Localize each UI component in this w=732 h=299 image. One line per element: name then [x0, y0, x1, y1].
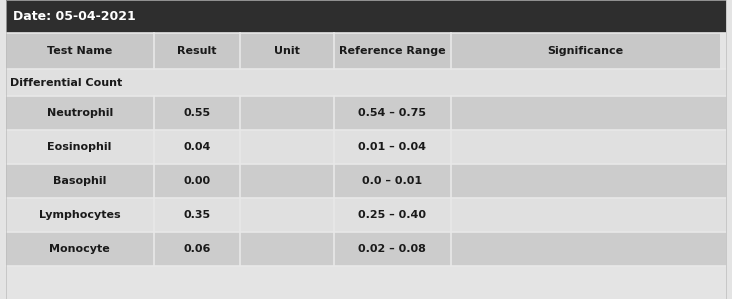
Text: Differential Count: Differential Count [10, 77, 122, 88]
Bar [6, 164, 726, 198]
Bar [6, 0, 726, 33]
Bar [451, 33, 720, 69]
Bar [154, 33, 240, 69]
Bar [6, 96, 726, 130]
Text: Unit: Unit [274, 46, 299, 56]
Text: 0.02 – 0.08: 0.02 – 0.08 [359, 244, 426, 254]
Text: 0.04: 0.04 [183, 142, 210, 152]
Bar [6, 69, 726, 96]
Text: 0.01 – 0.04: 0.01 – 0.04 [358, 142, 426, 152]
Text: 0.54 – 0.75: 0.54 – 0.75 [358, 108, 426, 118]
Text: Result: Result [177, 46, 217, 56]
Text: Monocyte: Monocyte [49, 244, 110, 254]
Text: 0.35: 0.35 [183, 210, 210, 220]
Bar [6, 33, 154, 69]
Bar [334, 33, 451, 69]
Text: Eosinophil: Eosinophil [48, 142, 112, 152]
Text: 0.0 – 0.01: 0.0 – 0.01 [362, 176, 422, 186]
Bar [6, 130, 726, 164]
Text: Neutrophil: Neutrophil [47, 108, 113, 118]
Text: Basophil: Basophil [53, 176, 106, 186]
Bar [240, 33, 334, 69]
Text: Date: 05-04-2021: Date: 05-04-2021 [13, 10, 136, 23]
Text: 0.25 – 0.40: 0.25 – 0.40 [358, 210, 426, 220]
Text: 0.55: 0.55 [183, 108, 210, 118]
Text: Reference Range: Reference Range [339, 46, 446, 56]
Bar [6, 198, 726, 232]
Bar [6, 232, 726, 266]
Text: 0.06: 0.06 [183, 244, 210, 254]
Text: Lymphocytes: Lymphocytes [39, 210, 121, 220]
Text: Significance: Significance [548, 46, 624, 56]
Text: Test Name: Test Name [47, 46, 112, 56]
Bar [6, 266, 726, 299]
Text: 0.00: 0.00 [183, 176, 210, 186]
